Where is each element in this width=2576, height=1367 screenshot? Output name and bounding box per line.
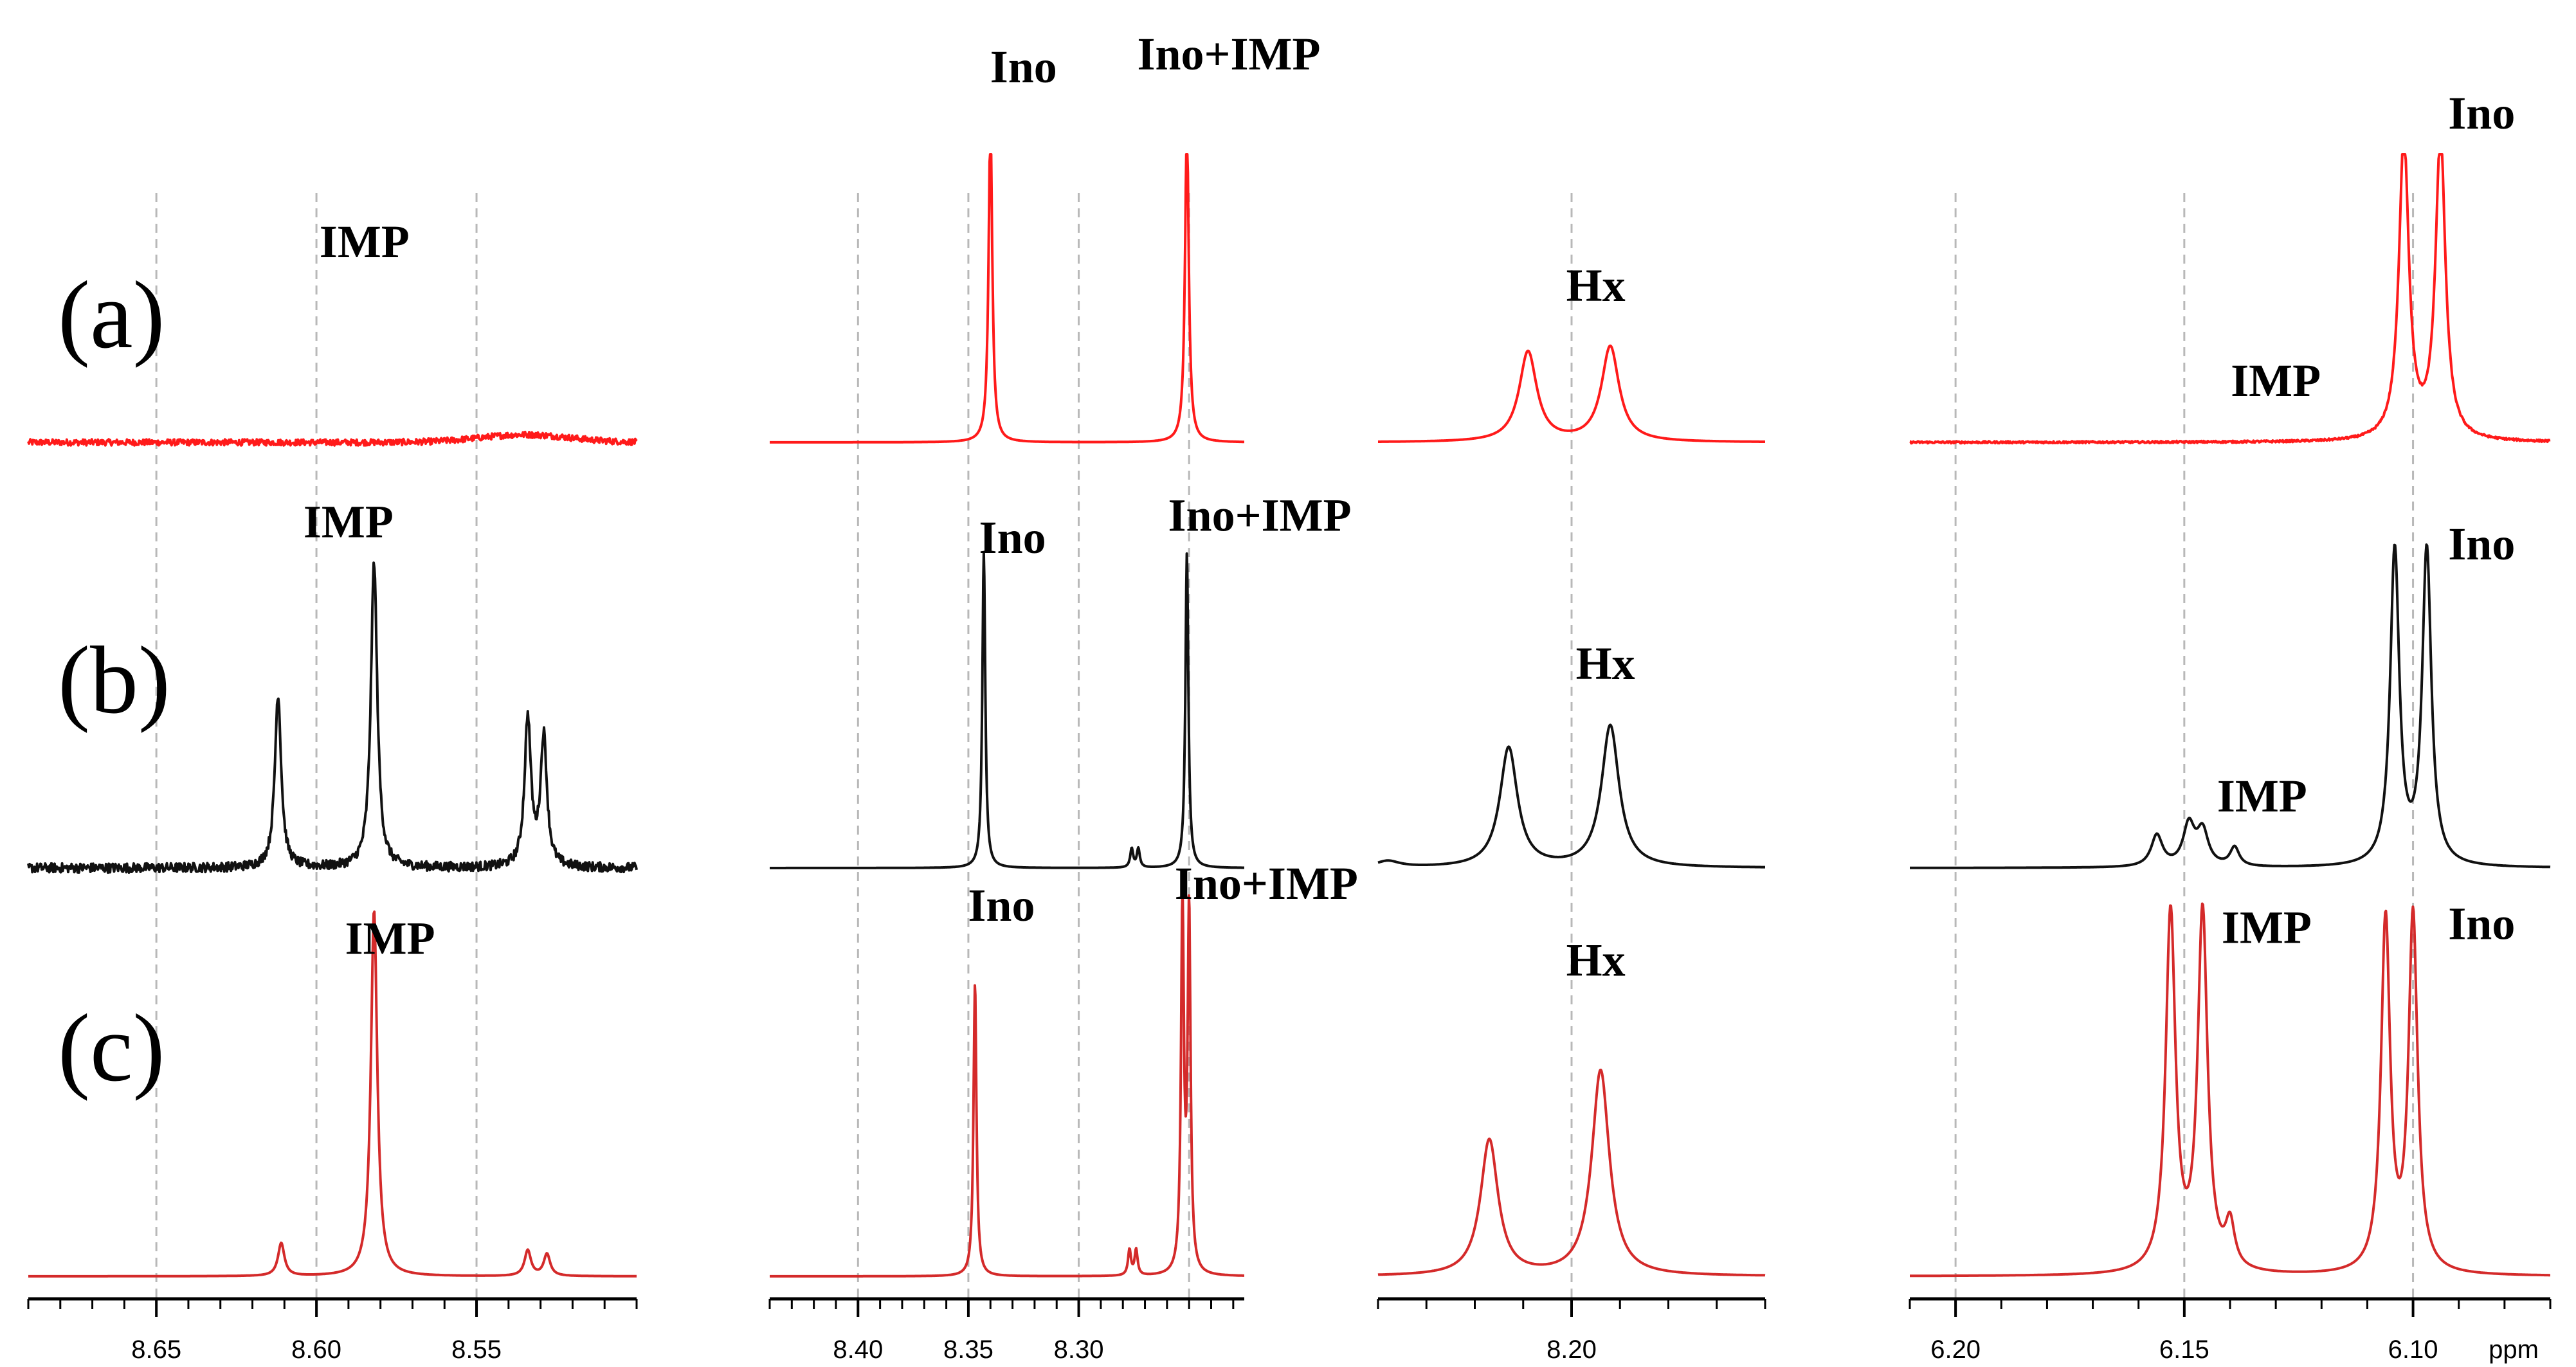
peak-label-p2-3: Ino+IMP <box>1168 490 1352 541</box>
peak-label-p4-2: Ino <box>2448 518 2515 570</box>
peak-label-p3-0: Hx <box>1566 260 1626 311</box>
peak-label-p2-1: Ino+IMP <box>1137 28 1320 80</box>
peak-label-p4-5: IMP <box>2222 901 2312 953</box>
peak-label-p1-2: IMP <box>345 912 435 964</box>
spectrum-p2-row-0 <box>768 153 1246 444</box>
spectrum-p3-row-2 <box>1377 1069 1766 1277</box>
peak-label-p3-1: Hx <box>1576 638 1635 689</box>
label-layer: IMP IMP IMP Ino Ino+IMP Ino Ino+IMP Ino Ino+IMP H… <box>304 28 2515 986</box>
spectrum-p3-row-1 <box>1377 723 1766 869</box>
row-label-2: (c) <box>58 995 165 1101</box>
tick-label-p4-3: ppm <box>2489 1335 2539 1364</box>
tick-label-p4-2: 6.10 <box>2388 1335 2438 1364</box>
grid-layer <box>155 193 2415 1299</box>
tick-label-p1-0: 8.65 <box>131 1335 181 1364</box>
spectra-layer <box>27 153 2551 1278</box>
row-label-layer: (a) (b) (c) <box>58 262 170 1101</box>
tick-label-p2-2: 8.30 <box>1054 1335 1104 1364</box>
peak-label-p2-2: Ino <box>979 512 1046 563</box>
axis-layer: 8.65 8.60 8.55 8.40 8.35 8.30 8.20 6.20 6.15 6.10… <box>27 1297 2552 1364</box>
tick-label-p3-0: 8.20 <box>1547 1335 1597 1364</box>
spectrum-p4-row-0 <box>1909 153 2551 445</box>
spectrum-p2-row-1 <box>768 552 1246 869</box>
peak-label-p4-3: IMP <box>2217 770 2307 822</box>
tick-label-p1-1: 8.60 <box>291 1335 341 1364</box>
peak-label-p2-4: Ino <box>968 880 1035 931</box>
tick-label-p4-0: 6.20 <box>1930 1335 1981 1364</box>
tick-label-p2-0: 8.40 <box>833 1335 883 1364</box>
peak-label-p4-0: Ino <box>2448 87 2515 139</box>
spectrum-p1-row-2 <box>28 910 637 1278</box>
spectrum-p3-row-0 <box>1377 344 1766 443</box>
peak-label-p3-2: Hx <box>1566 935 1626 986</box>
tick-label-p2-1: 8.35 <box>943 1335 993 1364</box>
row-label-1: (b) <box>58 627 170 734</box>
peak-label-p4-4: Ino <box>2448 898 2515 950</box>
tick-label-p4-1: 6.15 <box>2159 1335 2209 1364</box>
peak-label-p1-1: IMP <box>304 496 394 548</box>
peak-label-p2-5: Ino+IMP <box>1175 858 1358 909</box>
tick-label-p1-2: 8.55 <box>451 1335 502 1364</box>
peak-label-p1-0: IMP <box>320 216 410 267</box>
spectrum-p4-row-1 <box>1909 543 2551 869</box>
peak-label-p4-1: IMP <box>2231 355 2321 406</box>
spectrum-p4-row-2 <box>1909 902 2551 1278</box>
peak-label-p2-0: Ino <box>990 41 1057 93</box>
row-label-0: (a) <box>58 262 165 368</box>
spectrum-p1-row-0 <box>27 430 638 447</box>
spectrum-p1-row-1 <box>27 561 638 874</box>
spectrum-p2-row-2 <box>768 889 1246 1278</box>
